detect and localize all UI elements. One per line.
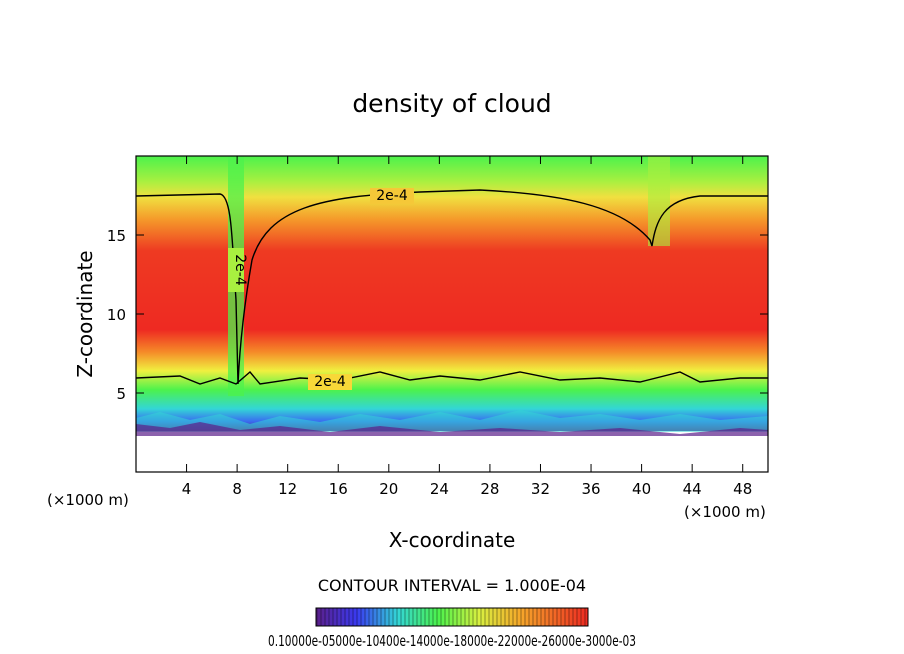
colorbar: 0.10000e-05000e-10400e-14000e-18000e-220… <box>268 607 636 650</box>
colorbar-ticks <box>316 608 588 626</box>
contour-lines <box>135 189 768 385</box>
y-axis-label: Z-coordinate <box>73 250 97 377</box>
plot-area <box>136 156 768 472</box>
x-tick-label: 16 <box>329 480 348 498</box>
contour-labels: 2e-4 2e-4 2e-4 <box>228 188 414 390</box>
y-tick-label: 5 <box>116 385 126 403</box>
y-tick-label: 15 <box>107 227 126 245</box>
x-tick-label: 8 <box>232 480 242 498</box>
y-axis: 5 10 15 <box>107 227 768 403</box>
contour-label: 2e-4 <box>376 188 408 204</box>
x-tick-label: 20 <box>379 480 398 498</box>
contour-top <box>135 189 768 385</box>
x-tick-label: 32 <box>531 480 550 498</box>
x-unit-right: (×1000 m) <box>684 503 766 521</box>
chart-title: density of cloud <box>352 89 551 118</box>
x-axis: 4 8 12 16 20 24 28 32 36 40 44 48 <box>182 156 752 498</box>
bottom-purple-band <box>136 422 768 436</box>
x-tick-label: 4 <box>182 480 192 498</box>
updraft-right <box>648 156 670 246</box>
colorbar-frame <box>315 607 589 627</box>
x-unit-left: (×1000 m) <box>47 491 129 509</box>
x-tick-label: 40 <box>632 480 651 498</box>
y-tick-label: 10 <box>107 306 126 324</box>
colorbar-labels: 0.10000e-05000e-10400e-14000e-18000e-220… <box>268 632 636 650</box>
x-axis-label: X-coordinate <box>389 528 516 552</box>
x-tick-label: 28 <box>480 480 499 498</box>
contour-label-bg <box>228 248 244 292</box>
x-tick-label: 24 <box>430 480 449 498</box>
contour-label-bg <box>370 188 414 204</box>
contour-label: 2e-4 <box>314 374 346 390</box>
x-tick-label: 44 <box>683 480 702 498</box>
contour-label: 2e-4 <box>232 254 248 286</box>
x-tick-label: 36 <box>581 480 600 498</box>
contour-bottom <box>135 371 768 385</box>
x-tick-label: 48 <box>733 480 752 498</box>
x-tick-label: 12 <box>278 480 297 498</box>
bottom-ragged-band <box>136 410 768 432</box>
contour-label-bg <box>308 374 352 390</box>
contour-interval: CONTOUR INTERVAL = 1.000E-04 <box>318 576 586 595</box>
